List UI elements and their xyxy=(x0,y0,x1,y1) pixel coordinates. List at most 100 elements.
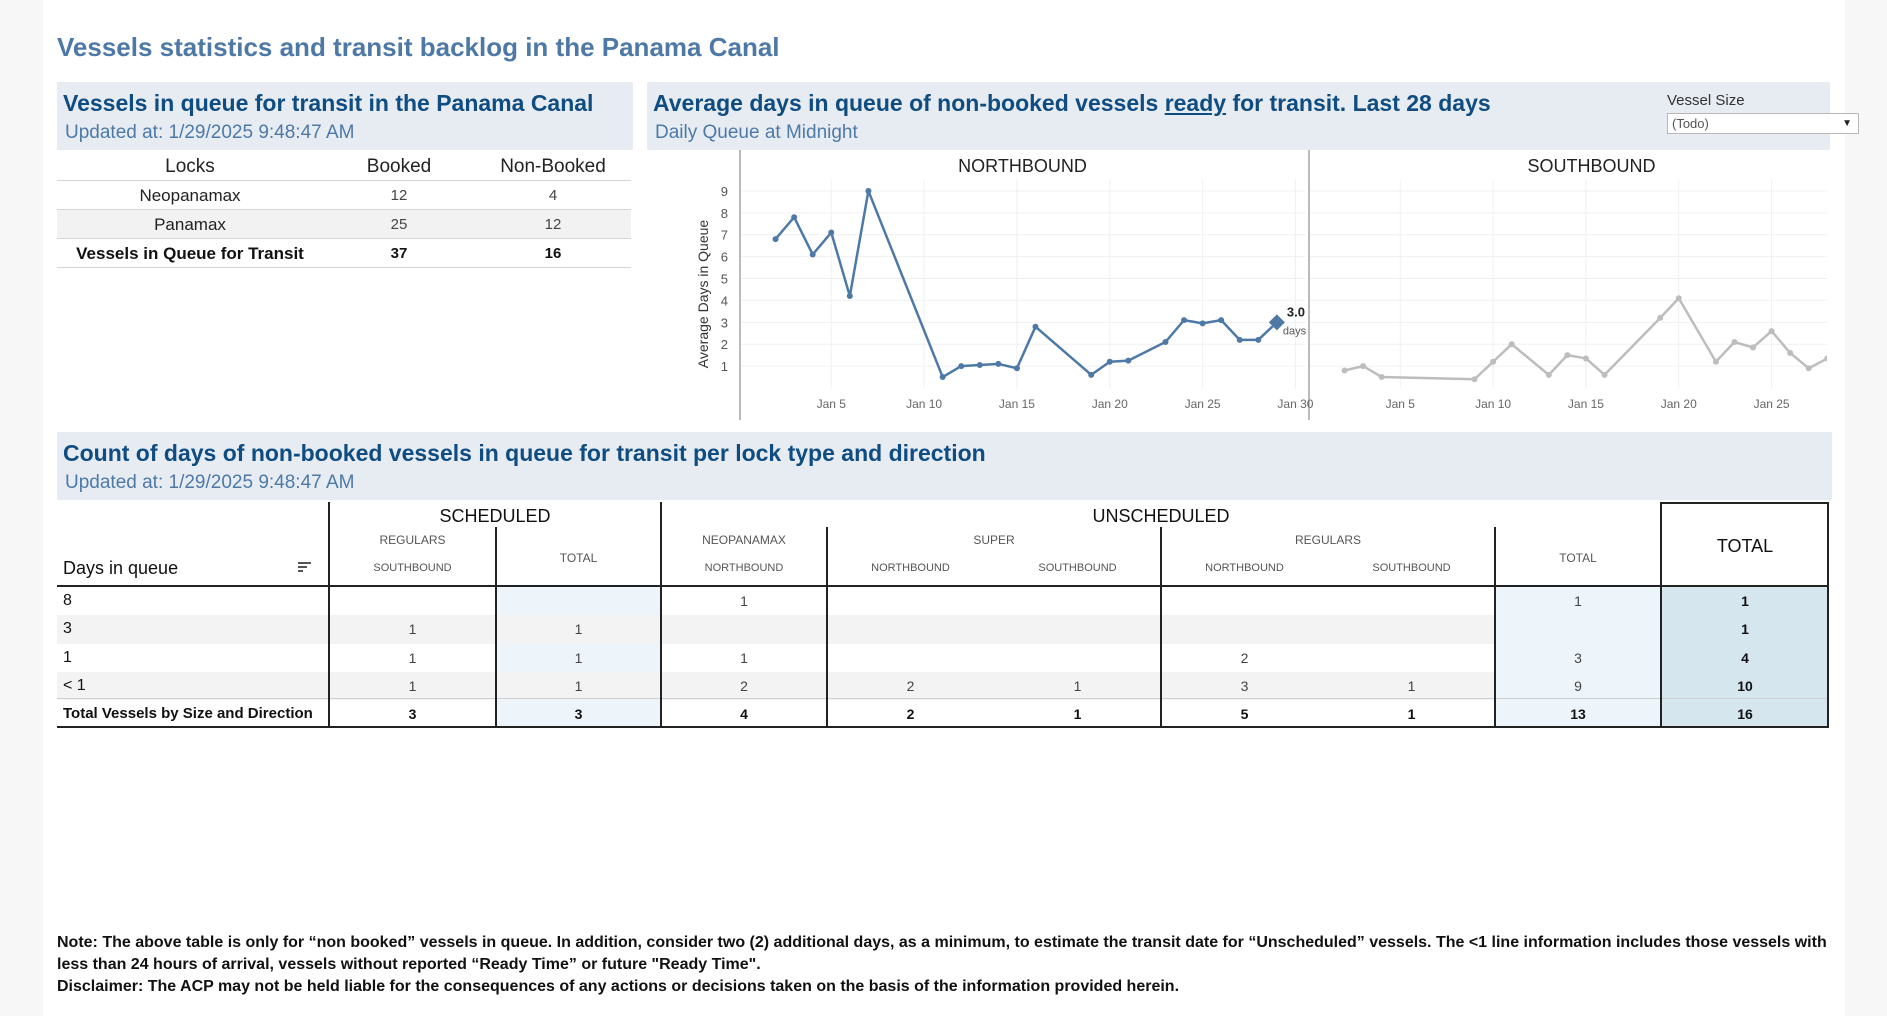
header-top-line xyxy=(1660,502,1829,504)
dir-southbound: SOUTHBOUND xyxy=(373,562,452,574)
row-stripe xyxy=(57,672,1495,700)
y-tick-label: 2 xyxy=(721,337,728,352)
booked-header: Booked xyxy=(366,156,432,177)
vessel-size-value: (Todo) xyxy=(1672,116,1709,131)
data-point xyxy=(1768,328,1775,335)
data-point xyxy=(1545,371,1552,378)
dir-southbound: SOUTHBOUND xyxy=(1372,562,1451,574)
count-cell: 4 xyxy=(740,706,748,722)
row-divider xyxy=(57,698,1829,699)
northbound-chart: NORTHBOUND 1 2 3 4 5 6 7 8 9 Average Days in Queue… xyxy=(695,150,1314,420)
data-point xyxy=(939,374,946,381)
count-cell: 3 xyxy=(1240,678,1249,694)
dashboard-page: Vessels statistics and transit backlog i… xyxy=(43,0,1859,1016)
x-tick-label: Jan 10 xyxy=(906,397,942,411)
data-point xyxy=(772,236,779,243)
data-point xyxy=(1236,336,1243,343)
count-cell: 3 xyxy=(1574,650,1582,666)
days-row-label: 3 xyxy=(63,620,72,637)
data-point xyxy=(1508,341,1515,348)
grid-line xyxy=(1160,527,1162,728)
days-row-label: < 1 xyxy=(63,677,86,694)
y-tick-label: 4 xyxy=(721,293,728,308)
y-tick-label: 3 xyxy=(721,315,728,330)
page-title: Vessels statistics and transit backlog i… xyxy=(57,32,780,62)
vessel-size-select[interactable]: (Todo) ▼ xyxy=(1667,113,1859,134)
non-booked-value: 16 xyxy=(544,245,562,262)
data-point xyxy=(1601,371,1608,378)
southbound-title: SOUTHBOUND xyxy=(1527,156,1655,176)
data-point xyxy=(809,251,816,258)
data-point xyxy=(1106,358,1113,365)
data-point xyxy=(828,229,835,236)
data-point xyxy=(1564,352,1571,359)
data-point xyxy=(1675,295,1682,302)
vessel-size-label: Vessel Size xyxy=(1667,92,1745,109)
grid-line xyxy=(57,585,1829,587)
row-stripe xyxy=(57,615,1495,644)
last-value-unit: days xyxy=(1283,325,1307,337)
count-cell: 2 xyxy=(740,678,748,694)
avg-panel-header: Average days in queue of non-booked vess… xyxy=(647,82,1830,150)
scheduled-group-header: SCHEDULED xyxy=(439,506,551,526)
sub-regulars: REGULARS xyxy=(379,533,446,547)
count-cell: 16 xyxy=(1737,706,1753,722)
y-tick-label: 6 xyxy=(721,250,728,265)
grid-line xyxy=(1660,502,1662,728)
total-row-label: Total Vessels by Size and Direction xyxy=(63,705,313,722)
data-point xyxy=(1471,376,1478,383)
data-point xyxy=(1088,371,1095,378)
queue-panel-title: Vessels in queue for transit in the Pana… xyxy=(63,90,594,116)
locks-row-total: Vessels in Queue for Transit 37 16 xyxy=(57,239,631,268)
count-cell: 10 xyxy=(1737,678,1753,694)
count-cell: 4 xyxy=(1741,650,1749,666)
data-point xyxy=(1218,317,1225,324)
sub-total: TOTAL xyxy=(1559,551,1597,565)
non-booked-header: Non-Booked xyxy=(500,156,606,177)
x-tick-label: Jan 30 xyxy=(1277,397,1313,411)
dir-northbound: NORTHBOUND xyxy=(704,562,784,574)
count-cell: 9 xyxy=(1574,678,1582,694)
data-point xyxy=(1750,344,1757,351)
avg-panel-title: Average days in queue of non-booked vess… xyxy=(653,90,1491,117)
avg-title-ready: ready xyxy=(1164,90,1227,116)
queue-panel-updated: Updated at: 1/29/2025 9:48:47 AM xyxy=(65,122,355,143)
data-point xyxy=(1360,363,1367,370)
count-cell: 1 xyxy=(1741,621,1749,637)
data-point xyxy=(1787,349,1794,356)
count-cell: 1 xyxy=(408,621,417,637)
note-text: Note: The above table is only for “non b… xyxy=(57,934,1827,973)
data-point xyxy=(1199,320,1206,327)
data-point xyxy=(1731,339,1738,346)
y-tick-label: 7 xyxy=(721,228,728,243)
data-point xyxy=(1378,374,1385,381)
data-point xyxy=(1490,358,1497,365)
data-point xyxy=(995,360,1002,367)
disclaimer-text: Disclaimer: The ACP may not be held liab… xyxy=(57,978,1180,995)
count-cell: 1 xyxy=(574,621,583,637)
non-booked-value: 12 xyxy=(544,216,562,233)
data-point xyxy=(1824,355,1827,362)
count-cell: 1 xyxy=(1407,706,1416,722)
avg-days-charts: NORTHBOUND 1 2 3 4 5 6 7 8 9 Average Days in Queue… xyxy=(695,150,1827,420)
dir-southbound: SOUTHBOUND xyxy=(1038,562,1117,574)
y-tick-label: 1 xyxy=(721,359,728,374)
unscheduled-total-shade xyxy=(1495,586,1661,728)
count-cell: 2 xyxy=(906,678,915,694)
locks-table: Locks Booked Non-Booked Neopanamax 12 4 … xyxy=(57,152,631,268)
count-cell: 13 xyxy=(1570,706,1586,722)
count-cell: 1 xyxy=(1073,678,1082,694)
data-point xyxy=(1582,355,1589,362)
avg-panel-subtitle: Daily Queue at Midnight xyxy=(655,122,858,143)
queue-panel-header: Vessels in queue for transit in the Pana… xyxy=(57,82,633,150)
chevron-down-icon[interactable]: ▼ xyxy=(1842,118,1852,129)
data-point xyxy=(1712,358,1719,365)
data-point xyxy=(976,362,983,369)
locks-table-header: Locks Booked Non-Booked xyxy=(57,152,631,181)
unscheduled-group-header: UNSCHEDULED xyxy=(1092,506,1230,526)
sort-icon[interactable] xyxy=(298,560,312,574)
count-cell: 3 xyxy=(408,706,417,722)
x-tick-label: Jan 15 xyxy=(1568,397,1604,411)
data-point xyxy=(1657,314,1664,321)
